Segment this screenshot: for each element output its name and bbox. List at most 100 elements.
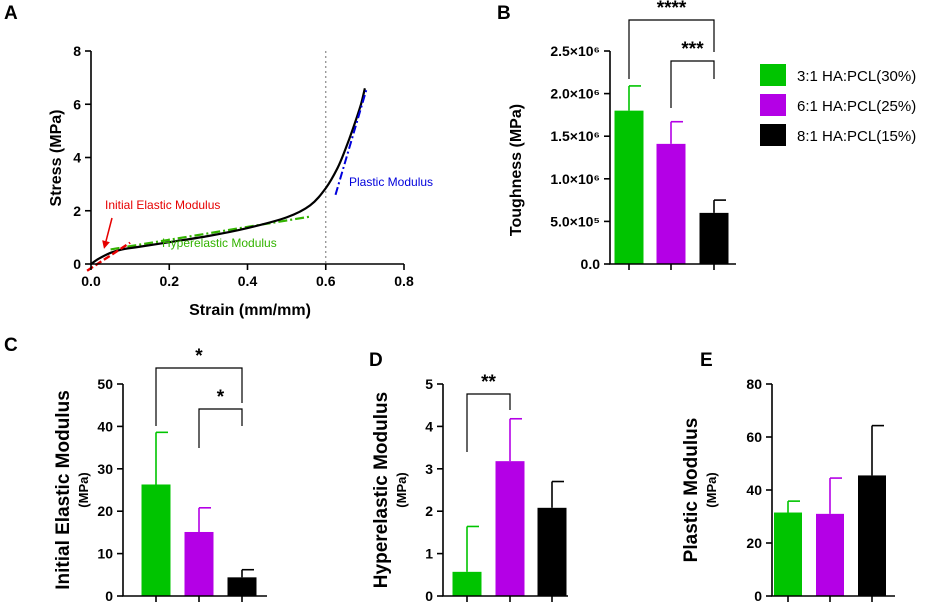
initial-elastic-modulus-label: Initial Elastic Modulus	[105, 198, 220, 212]
panel-b-bars	[614, 85, 729, 264]
panel-letter-d: D	[369, 350, 383, 371]
panel-a-y-axis-title: Stress (MPa)	[48, 110, 65, 207]
panel-c-y-tick-label: 30	[97, 461, 113, 477]
panel-e-y-tick-label: 40	[746, 482, 762, 498]
panel-d-y-ticks: 0 1 2 3 4 5	[425, 376, 443, 604]
panel-a-axes	[90, 51, 404, 265]
panel-c-y-tick-label: 0	[105, 588, 113, 604]
panel-d-bar-0	[452, 571, 482, 596]
panel-a-x-tick-label: 0.6	[316, 273, 336, 289]
panel-e-bar-2	[858, 475, 886, 596]
panel-d-y-tick-label: 2	[425, 503, 433, 519]
panel-a-x-axis-title: Strain (mm/mm)	[189, 302, 311, 319]
panel-d-bar-1	[495, 461, 525, 596]
panel-c-significance-bracket-0	[155, 367, 243, 426]
panel-d-significance-bracket-0	[466, 393, 511, 452]
panel-e-x-ticks	[787, 596, 873, 602]
panel-c-significance-label-0: *	[195, 346, 203, 367]
panel-c-x-ticks	[155, 596, 243, 602]
panel-e-bar-1	[816, 513, 844, 596]
initial-elastic-arrow	[102, 217, 113, 249]
panel-a-x-ticks: 0.0 0.2 0.4 0.6 0.8	[81, 264, 414, 289]
panel-a-x-tick-label: 0.0	[81, 273, 101, 289]
panel-e-y-tick-label: 0	[754, 588, 762, 604]
panel-c-y-tick-label: 20	[97, 503, 113, 519]
panel-b-bar-chart: ******* 0.0 5.0×10⁵ 1.0×10⁶ 1.5×10⁶ 2.0×10⁶ 2…	[508, 0, 736, 272]
panel-c-y-axis-title: Initial Elastic Modulus	[53, 390, 74, 590]
initial-elastic-fit-line	[86, 241, 131, 272]
panel-d-significance-label-0: **	[481, 372, 496, 393]
panel-c-bar-2	[227, 577, 257, 596]
panel-b-significance-label-0: ****	[657, 0, 687, 19]
panel-e-y-axis-unit: (MPa)	[704, 472, 719, 507]
panel-c-y-tick-label: 40	[97, 418, 113, 434]
panel-b-significance-bracket-1	[670, 60, 715, 108]
panel-a-y-tick-label: 0	[73, 256, 81, 272]
panel-b-y-ticks: 0.0 5.0×10⁵ 1.0×10⁶ 1.5×10⁶ 2.0×10⁶ 2.5×10⁶	[550, 43, 610, 272]
legend-label-black: 8:1 HA:PCL(15%)	[797, 128, 916, 145]
panel-a-y-tick-label: 6	[73, 96, 81, 112]
panel-d-bars	[452, 417, 567, 596]
panel-d-y-tick-label: 3	[425, 461, 433, 477]
panel-b-significance: *******	[628, 0, 715, 108]
panel-c-y-axis-unit: (MPa)	[76, 472, 91, 507]
panel-d-y-tick-label: 0	[425, 588, 433, 604]
panel-e-y-tick-label: 80	[746, 376, 762, 392]
panel-a-x-tick-label: 0.2	[160, 273, 180, 289]
panel-c-significance: **	[155, 346, 243, 448]
panel-c-bar-1	[184, 531, 214, 596]
panel-d-bar-chart: ** 0 1 2 3 4 5 Hyperelastic Modulus (MPa)	[371, 372, 568, 604]
panel-b-y-tick-label: 2.5×10⁶	[550, 43, 600, 59]
panel-b-y-tick-label: 2.0×10⁶	[550, 86, 600, 102]
panel-e-bar-chart: 0 20 40 60 80 Plastic Modulus (MPa)	[681, 376, 895, 604]
panel-c-y-tick-label: 10	[97, 546, 113, 562]
panel-c-y-ticks: 0 10 20 30 40 50	[97, 376, 123, 604]
panel-b-bar-1	[656, 143, 686, 264]
legend-swatch-purple	[760, 94, 786, 116]
panel-c-significance-label-1: *	[217, 387, 225, 408]
panel-a-y-tick-label: 4	[73, 150, 81, 166]
panel-d-x-ticks	[466, 596, 553, 602]
panel-a-x-tick-label: 0.4	[238, 273, 258, 289]
panel-e-y-axis-title: Plastic Modulus	[681, 418, 702, 563]
panel-d-y-axis-title: Hyperelastic Modulus	[371, 392, 392, 588]
plastic-modulus-label: Plastic Modulus	[349, 175, 433, 189]
panel-b-y-tick-label: 1.5×10⁶	[550, 128, 600, 144]
panel-e-bar-0	[774, 512, 802, 596]
panel-a-y-tick-label: 2	[73, 203, 81, 219]
panel-a-x-tick-label: 0.8	[394, 273, 414, 289]
hyperelastic-modulus-label: Hyperelastic Modulus	[162, 236, 277, 250]
panel-b-bar-2	[699, 212, 729, 264]
panel-c-y-tick-label: 50	[97, 376, 113, 392]
panel-b-y-tick-label: 1.0×10⁶	[550, 171, 600, 187]
legend-label-purple: 6:1 HA:PCL(25%)	[797, 98, 916, 115]
panel-e-y-ticks: 0 20 40 60 80	[746, 376, 772, 604]
panel-b-y-tick-label: 0.0	[581, 256, 601, 272]
panel-b-y-tick-label: 5.0×10⁵	[550, 213, 600, 229]
panel-e-y-tick-label: 20	[746, 535, 762, 551]
panel-e-y-tick-label: 60	[746, 429, 762, 445]
legend-swatch-green	[760, 64, 786, 86]
panel-c-bars	[141, 431, 257, 596]
panel-letter-a: A	[4, 3, 18, 24]
legend: 3:1 HA:PCL(30%) 6:1 HA:PCL(25%) 8:1 HA:P…	[760, 64, 916, 146]
legend-label-green: 3:1 HA:PCL(30%)	[797, 68, 916, 85]
panel-d-y-tick-label: 1	[425, 546, 433, 562]
panel-letter-b: B	[497, 3, 511, 24]
panel-d-significance: **	[466, 372, 511, 452]
panel-c-bar-0	[141, 484, 171, 596]
panel-e-bars	[774, 424, 886, 596]
panel-b-significance-bracket-0	[628, 19, 715, 79]
panel-a-y-ticks: 0 2 4 6 8	[73, 43, 91, 272]
panel-b-y-axis-title: Toughness (MPa)	[508, 104, 525, 236]
plastic-fit-line	[334, 88, 368, 196]
panel-d-y-tick-label: 4	[425, 418, 433, 434]
panel-b-x-ticks	[628, 264, 715, 270]
panel-a-line-chart: 0 2 4 6 8 0.0 0.2 0.4 0.6 0.8 Stress (MPa) Strai…	[48, 43, 433, 319]
panel-d-bar-2	[537, 507, 567, 596]
panel-a-y-tick-label: 8	[73, 43, 81, 59]
panel-letter-e: E	[700, 350, 713, 371]
panel-d-y-tick-label: 5	[425, 376, 433, 392]
